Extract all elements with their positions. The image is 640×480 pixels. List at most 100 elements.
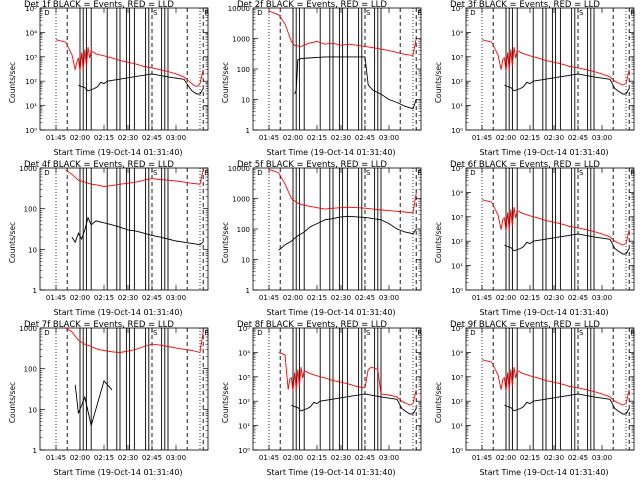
- x-tick-label: 01:45: [46, 134, 66, 142]
- x-axis-label: Start Time (19-Oct-14 01:31:40): [479, 148, 609, 157]
- chart-svg: 10⁰ 10¹ 10² 10³ 10⁴ 10⁵ 01:45 02:00 02:15 02:30 02…: [451, 325, 635, 462]
- lld-series-line: [481, 39, 630, 86]
- y-tick-label: 10⁵: [451, 165, 463, 173]
- x-tick-label: 02:30: [331, 134, 351, 142]
- events-series-line: [504, 73, 630, 95]
- x-tick-label: 02:00: [283, 454, 303, 462]
- marker-flag-d: D: [257, 329, 262, 337]
- marker-flag-s: S: [366, 9, 371, 17]
- plot-frame: [252, 167, 422, 291]
- x-tick-label: 02:30: [544, 294, 564, 302]
- events-series-line: [71, 216, 204, 246]
- y-tick-label: 10¹: [25, 103, 37, 111]
- x-tick-label: 02:00: [70, 294, 90, 302]
- lld-series-line: [65, 327, 204, 354]
- y-tick-label: 10⁵: [451, 325, 463, 333]
- marker-flag-r: R: [417, 329, 422, 337]
- x-tick-label: 02:00: [496, 134, 516, 142]
- x-tick-label: 02:30: [118, 454, 138, 462]
- panel-title: Det 6f BLACK = Events, RED = LLD: [450, 160, 600, 170]
- x-tick-label: 02:45: [355, 134, 375, 142]
- plot-frame: [252, 327, 422, 451]
- x-tick-label: 01:45: [259, 294, 279, 302]
- plot-frame: [252, 7, 422, 131]
- marker-flag-s: S: [579, 169, 584, 177]
- y-tick-label: 10⁰: [451, 447, 463, 455]
- x-axis-label: Start Time (19-Oct-14 01:31:40): [479, 308, 609, 317]
- y-tick-label: 10³: [451, 214, 463, 222]
- x-tick-label: 02:00: [496, 294, 516, 302]
- marker-flag-s: S: [153, 9, 158, 17]
- y-tick-label: 10²: [451, 238, 463, 246]
- marker-flag-s: S: [366, 329, 371, 337]
- x-tick-label: 02:30: [331, 454, 351, 462]
- panel-title: Det 3f BLACK = Events, RED = LLD: [450, 0, 600, 10]
- x-tick-label: 02:00: [283, 294, 303, 302]
- x-tick-label: 02:45: [142, 294, 162, 302]
- plot-frame: [465, 327, 635, 451]
- x-tick-label: 03:00: [379, 294, 399, 302]
- y-tick-label: 10⁴: [451, 349, 463, 357]
- chart-svg: 10⁰ 10¹ 10² 10³ 10⁴ 10⁵ 01:45 02:00 02:15 02:30 02…: [451, 165, 635, 302]
- y-tick-label: 1: [246, 287, 250, 295]
- y-tick-label: 10⁴: [25, 29, 37, 37]
- x-tick-label: 01:45: [46, 454, 66, 462]
- detector-panel-2: Det 2f BLACK = Events, RED = LLD Start Ti…: [213, 0, 426, 160]
- x-axis-label: Start Time (19-Oct-14 01:31:40): [479, 468, 609, 477]
- y-tick-label: 10⁰: [451, 287, 463, 295]
- detector-panel-1: Det 1f BLACK = Events, RED = LLD Start Ti…: [0, 0, 213, 160]
- marker-flag-d: D: [44, 9, 49, 17]
- x-tick-label: 03:00: [592, 294, 612, 302]
- y-tick-label: 10³: [451, 374, 463, 382]
- marker-flag-d: D: [257, 169, 262, 177]
- panel-title: Det 9f BLACK = Events, RED = LLD: [450, 320, 600, 330]
- y-tick-label: 10⁰: [25, 127, 37, 135]
- y-tick-label: 1: [246, 127, 250, 135]
- y-tick-label: 10⁴: [451, 29, 463, 37]
- y-tick-label: 10¹: [238, 423, 250, 431]
- plot-frame: [39, 167, 209, 291]
- lld-series-line: [481, 199, 630, 246]
- x-tick-label: 03:00: [592, 134, 612, 142]
- chart-svg: 10⁰ 10¹ 10² 10³ 10⁴ 10⁵ 01:45 02:00 02:15 02:30 02…: [25, 5, 209, 142]
- x-axis-label: Start Time (19-Oct-14 01:31:40): [53, 148, 183, 157]
- events-series-line: [504, 233, 630, 255]
- y-tick-label: 10000: [228, 165, 250, 173]
- x-tick-label: 02:45: [355, 454, 375, 462]
- y-tick-label: 1000: [232, 36, 250, 44]
- y-tick-label: 1: [33, 287, 37, 295]
- lld-series-line: [278, 351, 417, 406]
- y-tick-label: 1000: [232, 196, 250, 204]
- marker-flag-r: R: [630, 169, 635, 177]
- x-tick-label: 01:45: [46, 294, 66, 302]
- y-tick-label: 10³: [25, 54, 37, 62]
- detector-panel-7: Det 7f BLACK = Events, RED = LLD Start Ti…: [0, 320, 213, 480]
- x-tick-label: 02:30: [331, 294, 351, 302]
- panel-title: Det 7f BLACK = Events, RED = LLD: [24, 320, 174, 330]
- x-tick-label: 02:15: [94, 134, 114, 142]
- y-tick-label: 100: [24, 366, 37, 374]
- chart-svg: 10⁰ 10¹ 10² 10³ 10⁴ 10⁵ 01:45 02:00 02:15 02:30 02…: [238, 325, 422, 462]
- x-tick-label: 01:45: [472, 134, 492, 142]
- x-tick-label: 03:00: [379, 454, 399, 462]
- marker-flag-r: R: [630, 329, 635, 337]
- events-series-line: [278, 215, 417, 251]
- y-tick-label: 10: [241, 97, 250, 105]
- chart-svg: 1 10 100 1000 10000 01:45 02:00 02:15 02:30 02:45…: [228, 5, 422, 142]
- marker-flag-d: D: [257, 9, 262, 17]
- x-tick-label: 02:45: [568, 134, 588, 142]
- y-tick-label: 10¹: [451, 103, 463, 111]
- x-axis-label: Start Time (19-Oct-14 01:31:40): [53, 308, 183, 317]
- panel-title: Det 1f BLACK = Events, RED = LLD: [24, 0, 174, 10]
- marker-flag-d: D: [470, 9, 475, 17]
- x-axis-label: Start Time (19-Oct-14 01:31:40): [266, 468, 396, 477]
- x-tick-label: 02:30: [118, 294, 138, 302]
- events-series-line: [294, 56, 417, 110]
- detector-panel-9: Det 9f BLACK = Events, RED = LLD Start Ti…: [426, 320, 639, 480]
- marker-flag-d: D: [44, 169, 49, 177]
- detector-panel-4: Det 4f BLACK = Events, RED = LLD Start Ti…: [0, 160, 213, 320]
- marker-flag-s: S: [366, 169, 371, 177]
- events-series-line: [74, 379, 113, 426]
- panel-title: Det 5f BLACK = Events, RED = LLD: [237, 160, 387, 170]
